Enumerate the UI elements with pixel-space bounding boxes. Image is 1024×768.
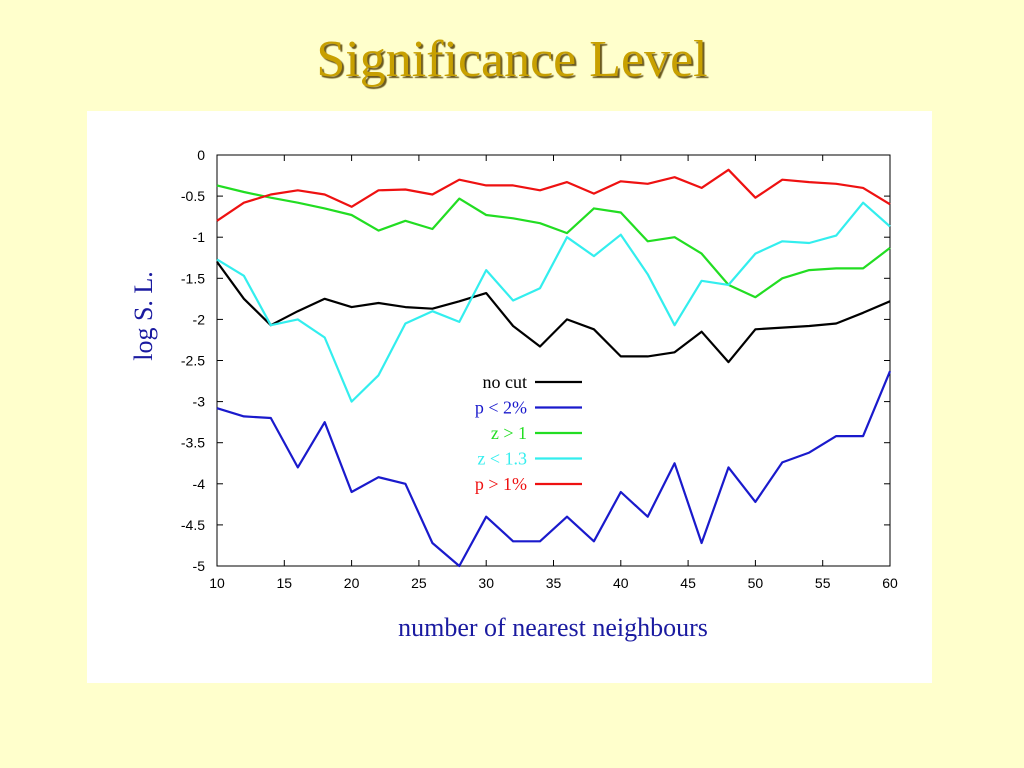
y-tick-label: -3: [193, 394, 206, 410]
series-line-4: [216, 168, 891, 222]
y-tick-label: -1: [193, 229, 206, 245]
y-tick-label: -4: [193, 476, 206, 492]
series-line-0: [216, 261, 891, 364]
x-tick-label: 35: [546, 575, 562, 591]
plot-frame: [216, 154, 891, 567]
y-tick-label: 0: [197, 147, 205, 163]
x-tick-label: 45: [680, 575, 696, 591]
y-axis-title: log S. L.: [129, 271, 158, 361]
legend-label: p < 2%: [475, 398, 527, 418]
y-tick-label: -2.5: [181, 353, 205, 369]
x-tick-label: 50: [748, 575, 764, 591]
legend-label: no cut: [483, 372, 528, 392]
y-tick-label: -2: [193, 311, 206, 327]
y-tick-label: -1.5: [181, 270, 205, 286]
legend-label: p > 1%: [475, 474, 527, 494]
x-tick-label: 60: [882, 575, 898, 591]
legend-label: z < 1.3: [477, 449, 527, 469]
x-tick-label: 40: [613, 575, 629, 591]
y-tick-label: -3.5: [181, 435, 205, 451]
line-chart: 0 -0.5 -1 -1.5 -2 -2.5 -3 -3.5 -4 -4.5 -5 10 15 20 25…: [129, 147, 898, 642]
series-lines: [216, 168, 892, 568]
legend-label: z > 1: [491, 423, 527, 443]
y-axis-ticks: 0 -0.5 -1 -1.5 -2 -2.5 -3 -3.5 -4 -4.5 -5: [181, 147, 890, 574]
x-axis-title: number of nearest neighbours: [398, 613, 708, 642]
series-line-2: [216, 184, 891, 299]
slide-title: Significance Level: [316, 31, 708, 88]
legend: no cut p < 2% z > 1 z < 1.3 p > 1%: [475, 372, 582, 494]
series-line-1: [216, 370, 892, 568]
y-tick-label: -4.5: [181, 517, 205, 533]
x-tick-label: 55: [815, 575, 831, 591]
x-tick-label: 30: [478, 575, 494, 591]
y-tick-label: -5: [193, 558, 206, 574]
chart-panel: 0 -0.5 -1 -1.5 -2 -2.5 -3 -3.5 -4 -4.5 -5 10 15 20 25…: [87, 111, 932, 683]
y-tick-label: -0.5: [181, 188, 205, 204]
x-tick-label: 20: [344, 575, 360, 591]
x-tick-label: 25: [411, 575, 427, 591]
series-line-3: [216, 201, 891, 403]
x-tick-label: 15: [277, 575, 293, 591]
x-tick-label: 10: [209, 575, 225, 591]
x-axis-ticks: 10 15 20 25 30 35 40 45 50 55 60: [209, 155, 898, 591]
